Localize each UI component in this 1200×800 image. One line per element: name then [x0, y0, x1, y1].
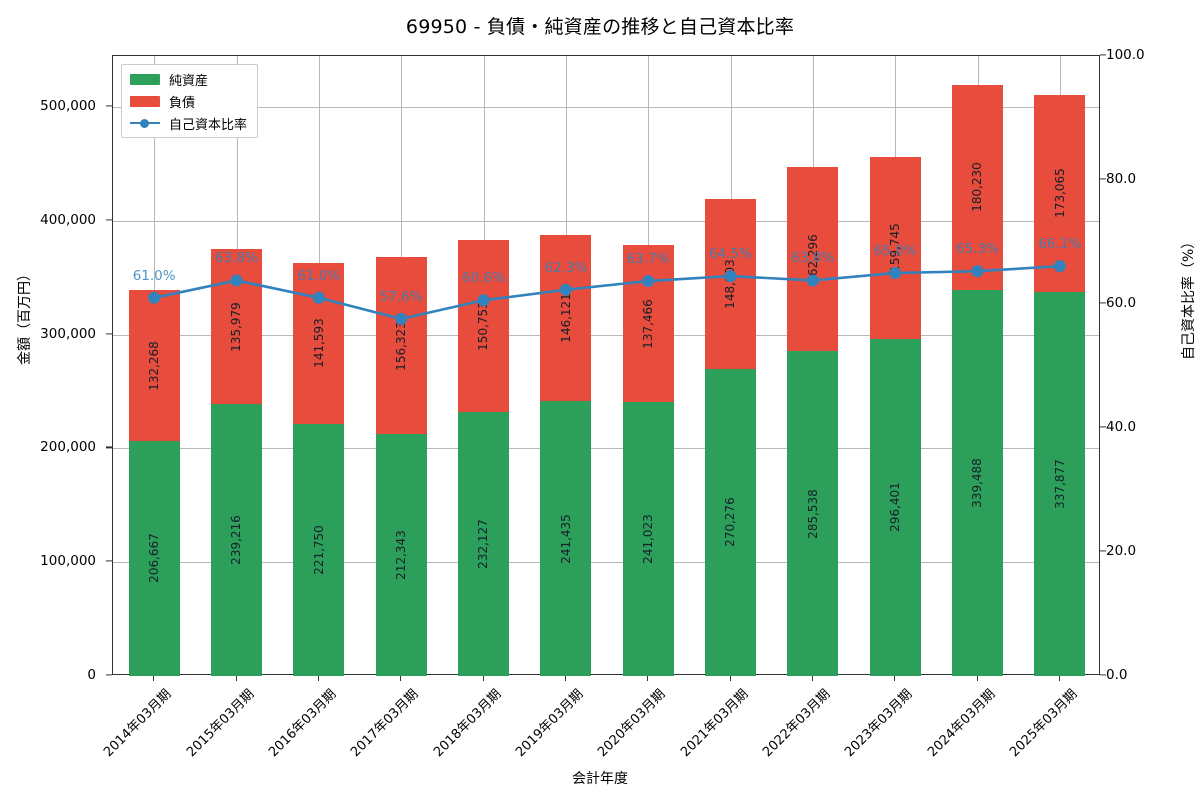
legend-label: 負債 — [169, 95, 196, 111]
y-axis-tick-mark-secondary — [1100, 550, 1106, 552]
bar-segment-liabilities[interactable]: 162,296 — [787, 166, 839, 352]
bar-segment-liabilities[interactable]: 156,323 — [375, 256, 427, 435]
ratio-line-marker[interactable] — [1053, 260, 1066, 273]
ratio-line-series — [148, 260, 1066, 325]
bar-segment-equity[interactable]: 285,538 — [787, 351, 839, 676]
gridline-horizontal — [113, 334, 1099, 336]
legend-item-1[interactable]: 純資産 — [130, 71, 247, 89]
legend-item-2[interactable]: 負債 — [130, 93, 247, 111]
y-axis-tick-label-primary: 200,000 — [40, 439, 96, 456]
ratio-line-path — [152, 264, 1062, 321]
legend-item-3[interactable]: 自己資本比率 — [130, 115, 248, 133]
legend-label: 自己資本比率 — [169, 117, 248, 133]
y-axis-tick-label-secondary: 100.0 — [1106, 47, 1145, 63]
x-axis-tick-mark — [894, 675, 896, 681]
y-axis-label-primary: 金額（百万円） — [17, 267, 33, 365]
x-axis-label: 会計年度 — [572, 771, 628, 787]
y-axis-tick-mark-primary — [106, 446, 112, 449]
bar-segment-liabilities[interactable]: 141,593 — [293, 262, 345, 424]
chart-title: 69950 - 負債・純資産の推移と自己資本比率 — [405, 16, 795, 38]
y-axis-tick-mark-secondary — [1100, 302, 1106, 304]
y-axis-tick-label-secondary: 0.0 — [1106, 667, 1128, 683]
ratio-line-marker[interactable] — [971, 265, 984, 278]
legend-swatch-icon — [130, 95, 160, 107]
bar-segment-liabilities[interactable]: 132,268 — [128, 290, 180, 441]
x-axis-tick-mark — [317, 675, 320, 681]
y-axis-tick-mark-primary — [106, 105, 112, 107]
legend-swatch-icon — [130, 73, 160, 85]
y-axis-tick-mark-primary — [106, 674, 112, 676]
bar-segment-liabilities[interactable]: 146,121 — [540, 235, 592, 402]
x-axis-tick-mark — [482, 675, 484, 681]
ratio-line-marker[interactable] — [724, 270, 737, 283]
bar-segment-liabilities[interactable]: 137,466 — [622, 245, 674, 402]
bar-segment-liabilities[interactable]: 173,065 — [1034, 94, 1086, 292]
y-axis-tick-label-secondary: 80.0 — [1106, 171, 1137, 187]
y-axis-tick-label-secondary: 20.0 — [1106, 543, 1137, 559]
ratio-line-marker[interactable] — [642, 275, 655, 288]
x-axis-tick-mark — [153, 675, 155, 681]
plot-area: 206,667 132,268 239,216 135,979 221,750 141,5… — [112, 55, 1100, 676]
bar-segment-equity[interactable]: 339,488 — [951, 289, 1003, 676]
x-axis-tick-mark — [647, 675, 649, 681]
y-axis-tick-label-secondary: 40.0 — [1106, 419, 1137, 435]
y-axis-tick-label-primary: 500,000 — [40, 98, 96, 115]
bar-segment-equity[interactable]: 212,343 — [375, 434, 427, 676]
x-axis-tick-mark — [976, 675, 978, 681]
x-axis-tick-mark — [729, 675, 731, 681]
y-axis-tick-label-secondary: 60.0 — [1106, 295, 1137, 311]
gridline-horizontal — [113, 562, 1099, 564]
bar-segment-liabilities[interactable]: 148,903 — [704, 199, 756, 369]
bar-segment-equity[interactable]: 239,216 — [210, 403, 262, 676]
y-axis-tick-mark-secondary — [1100, 178, 1106, 180]
ratio-line-marker[interactable] — [559, 283, 572, 296]
ratio-line-marker[interactable] — [312, 291, 325, 304]
x-axis-tick-mark — [811, 675, 814, 681]
y-axis-tick-mark-primary — [106, 560, 112, 562]
y-axis-tick-mark-primary — [106, 219, 112, 221]
y-axis-tick-mark-primary — [106, 333, 112, 335]
ratio-line-marker[interactable] — [477, 294, 490, 307]
ratio-line-marker[interactable] — [148, 291, 161, 304]
y-axis-tick-mark-secondary — [1100, 54, 1106, 56]
ratio-line-marker[interactable] — [395, 312, 408, 325]
x-axis-tick-mark — [1058, 675, 1061, 681]
gridline-horizontal — [113, 220, 1099, 222]
y-axis-tick-label-primary: 400,000 — [40, 211, 96, 228]
bar-segment-liabilities[interactable]: 180,230 — [951, 84, 1003, 290]
bar-segment-liabilities[interactable]: 159,745 — [869, 157, 921, 339]
legend-line-marker-icon — [130, 118, 160, 129]
y-axis-tick-label-primary: 100,000 — [40, 553, 96, 570]
bar-segment-equity[interactable]: 337,877 — [1034, 291, 1086, 676]
bar-segment-equity[interactable]: 241,023 — [622, 401, 674, 676]
legend-label: 純資産 — [169, 73, 209, 89]
x-axis-tick-mark — [564, 675, 567, 681]
bar-segment-equity[interactable]: 206,667 — [128, 440, 180, 676]
bar-segment-liabilities[interactable]: 150,753 — [457, 240, 509, 412]
x-axis-tick-mark — [235, 675, 237, 681]
y-axis-tick-mark-secondary — [1100, 426, 1106, 428]
bar-segment-equity[interactable]: 296,401 — [869, 338, 921, 676]
y-axis-tick-mark-secondary — [1100, 674, 1106, 676]
bar-segment-equity[interactable]: 221,750 — [293, 423, 345, 676]
y-axis-tick-label-primary: 300,000 — [40, 325, 96, 342]
gridline-horizontal — [113, 107, 1099, 109]
x-axis-tick-mark — [400, 675, 402, 681]
bar-segment-equity[interactable]: 241,435 — [540, 401, 592, 676]
gridline-horizontal — [113, 448, 1099, 450]
ratio-line-marker[interactable] — [230, 274, 243, 287]
bar-segment-equity[interactable]: 232,127 — [457, 411, 509, 676]
y-axis-tick-label-primary: 0 — [87, 667, 96, 683]
bar-segment-equity[interactable]: 270,276 — [704, 368, 756, 676]
legend[interactable]: 純資産負債自己資本比率 — [121, 64, 259, 138]
ratio-line-marker[interactable] — [806, 274, 819, 287]
ratio-line-marker[interactable] — [889, 267, 902, 279]
